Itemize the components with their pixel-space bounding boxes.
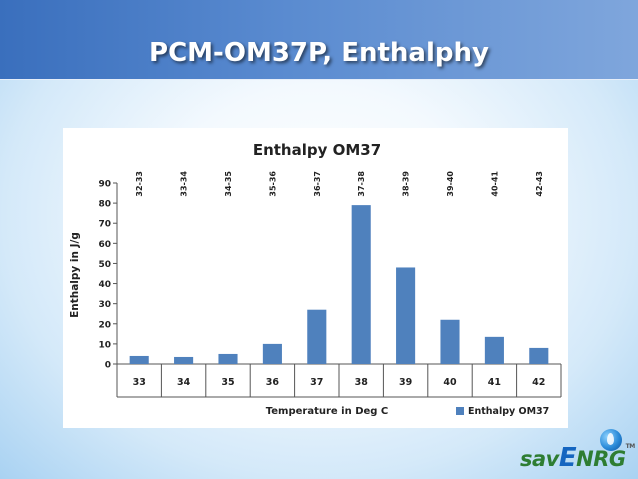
water-drop-icon <box>600 429 622 451</box>
range-label: 39-40 <box>446 171 455 197</box>
bar-39 <box>396 267 416 364</box>
range-label: 36-37 <box>313 171 322 197</box>
bar-38 <box>351 205 371 364</box>
legend: Enthalpy OM37 <box>456 406 549 417</box>
x-tick-label: 35 <box>221 377 234 388</box>
x-tick-label: 36 <box>266 377 280 388</box>
y-tick-label: 70 <box>98 220 111 230</box>
y-axis: 0 10 20 30 40 50 60 70 80 90 <box>98 180 118 371</box>
bar-35 <box>218 353 238 364</box>
x-tick-label: 40 <box>443 377 457 388</box>
x-tick-label: 37 <box>310 377 323 388</box>
range-label: 40-41 <box>490 171 499 197</box>
y-tick-label: 30 <box>98 300 111 310</box>
chart-container: Enthalpy OM37 Enthalpy in J/g Temperatur… <box>63 128 568 428</box>
range-label: 37-38 <box>357 171 366 197</box>
x-axis: 33 34 35 36 37 38 39 40 41 42 <box>116 363 562 398</box>
y-tick-label: 40 <box>98 280 111 290</box>
bar-40 <box>440 319 460 364</box>
range-label: 38-39 <box>402 171 411 197</box>
x-tick-label: 39 <box>399 377 412 388</box>
range-label: 42-43 <box>535 171 544 197</box>
slide-header: PCM-OM37P, Enthalphy <box>0 0 638 80</box>
bar-34 <box>174 356 194 364</box>
range-labels: 32-33 33-34 34-35 35-36 36-37 37-38 38-39 39-40… <box>135 171 544 197</box>
legend-label: Enthalpy OM37 <box>468 406 549 417</box>
y-tick-label: 20 <box>98 320 111 330</box>
y-tick-label: 80 <box>98 200 111 210</box>
y-axis-label: Enthalpy in J/g <box>69 232 81 318</box>
x-tick-label: 42 <box>532 377 545 388</box>
range-label: 32-33 <box>135 171 144 197</box>
x-axis-label: Temperature in Deg C <box>266 406 389 417</box>
bar-chart: Enthalpy OM37 Enthalpy in J/g Temperatur… <box>69 141 562 417</box>
y-tick-label: 0 <box>105 361 111 371</box>
x-tick-label: 38 <box>355 377 369 388</box>
range-label: 35-36 <box>268 171 277 197</box>
y-tick-label: 60 <box>98 240 111 250</box>
range-label: 34-35 <box>224 171 233 197</box>
logo-text: savENRGTM <box>520 443 635 473</box>
y-tick-label: 90 <box>98 180 111 190</box>
chart-title: Enthalpy OM37 <box>253 141 381 159</box>
x-tick-label: 34 <box>177 377 191 388</box>
bar-33 <box>129 355 149 364</box>
legend-swatch <box>456 407 464 415</box>
bar-41 <box>484 336 504 364</box>
y-tick-label: 50 <box>98 260 111 270</box>
bar-36 <box>262 343 282 364</box>
savenrg-logo: savENRGTM <box>520 425 635 473</box>
slide-title: PCM-OM37P, Enthalphy <box>149 38 489 68</box>
range-label: 33-34 <box>180 171 189 197</box>
x-tick-label: 33 <box>133 377 146 388</box>
bar-42 <box>529 347 549 364</box>
x-tick-label: 41 <box>488 377 501 388</box>
bar-37 <box>307 309 327 364</box>
bars <box>129 205 549 364</box>
y-tick-label: 10 <box>98 340 111 350</box>
